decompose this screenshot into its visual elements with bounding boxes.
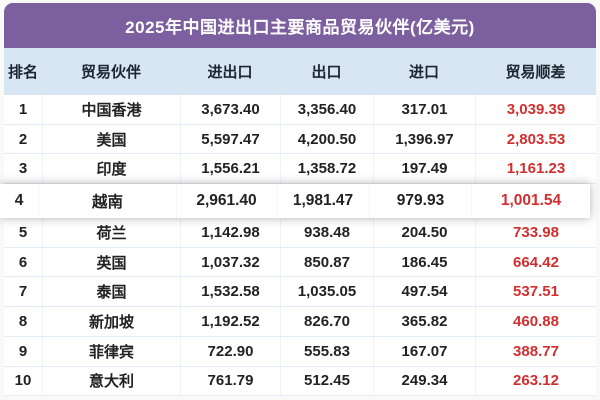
cell-import: 317.01: [373, 95, 475, 124]
cell-rank: 2: [18, 130, 28, 148]
cell-export: 1,035.05: [280, 277, 373, 307]
cell-rank: 8: [18, 312, 28, 330]
table-title: 2025年中国进出口主要商品贸易伙伴(亿美元): [4, 3, 596, 48]
table-row-highlighted: 4 越南 2,961.40 1,981.47 979.93 1,001.54: [0, 184, 590, 219]
cell-rank: 6: [18, 253, 28, 271]
cell-partner: 意大利: [42, 366, 180, 396]
cell-export: 512.45: [280, 366, 373, 396]
table-row: 5 荷兰 1,142.98 938.48 204.50 733.98: [4, 218, 596, 248]
cell-surplus: 664.42: [475, 247, 596, 277]
cell-export: 555.83: [280, 336, 373, 366]
cell-partner: 泰国: [42, 277, 180, 307]
cell-export: 3,356.40: [280, 95, 373, 124]
cell-rank: 5: [18, 223, 28, 241]
cell-export: 1,981.47: [276, 184, 369, 219]
cell-import: 249.34: [373, 366, 475, 396]
cell-total: 5,597.47: [180, 124, 280, 154]
cell-rank: 3: [18, 160, 28, 178]
cell-surplus: 3,039.39: [475, 95, 596, 124]
cell-import: 204.50: [373, 218, 475, 247]
cell-surplus: 537.51: [475, 277, 596, 307]
cell-total: 722.90: [180, 336, 280, 366]
cell-export: 938.48: [280, 218, 373, 247]
table-row: 3 印度 1,556.21 1,358.72 197.49 1,161.23: [4, 154, 596, 185]
cell-export: 1,358.72: [280, 154, 373, 184]
cell-partner: 中国香港: [42, 95, 180, 124]
table-body: 1 中国香港 3,673.40 3,356.40 317.01 3,039.39…: [0, 95, 596, 397]
column-header-partner: 贸易伙伴: [80, 64, 141, 81]
cell-total: 1,037.32: [180, 247, 280, 277]
trade-partners-table-card: 2025年中国进出口主要商品贸易伙伴(亿美元) 排名 贸易伙伴 进出口 出口 进…: [0, 3, 596, 397]
cell-import: 197.49: [373, 154, 475, 184]
cell-surplus: 1,161.23: [475, 154, 596, 184]
column-header-total: 进出口: [207, 64, 253, 81]
cell-import: 497.54: [373, 277, 475, 307]
cell-partner: 越南: [38, 184, 176, 219]
cell-surplus: 460.88: [475, 307, 596, 336]
cell-partner: 荷兰: [42, 218, 180, 247]
cell-import: 1,396.97: [373, 124, 475, 154]
cell-surplus: 388.77: [475, 336, 596, 366]
cell-rank: 10: [14, 372, 32, 390]
column-header-import: 进口: [408, 64, 439, 81]
column-header-export: 出口: [311, 64, 342, 81]
cell-partner: 新加坡: [42, 307, 180, 336]
cell-total: 761.79: [180, 366, 280, 396]
table-row: 10 意大利 761.79 512.45 249.34 263.12: [4, 366, 596, 397]
table-row: 9 菲律宾 722.90 555.83 167.07 388.77: [4, 336, 596, 367]
cell-partner: 英国: [42, 247, 180, 277]
cell-rank: 4: [14, 192, 24, 210]
table-row: 2 美国 5,597.47 4,200.50 1,396.97 2,803.53: [4, 124, 596, 155]
table-row: 1 中国香港 3,673.40 3,356.40 317.01 3,039.39: [4, 95, 596, 125]
table-row: 8 新加坡 1,192.52 826.70 365.82 460.88: [4, 307, 596, 337]
cell-surplus: 733.98: [475, 218, 596, 247]
cell-import: 979.93: [369, 184, 471, 219]
cell-export: 850.87: [280, 247, 373, 277]
cell-total: 1,556.21: [180, 154, 280, 184]
cell-total: 3,673.40: [180, 95, 280, 124]
cell-total: 1,192.52: [180, 307, 280, 336]
cell-import: 167.07: [373, 336, 475, 366]
table-row: 7 泰国 1,532.58 1,035.05 497.54 537.51: [4, 277, 596, 308]
cell-total: 1,142.98: [180, 218, 280, 247]
cell-import: 365.82: [373, 307, 475, 336]
column-header-rank: 排名: [7, 64, 38, 81]
cell-export: 826.70: [280, 307, 373, 336]
cell-rank: 9: [18, 342, 28, 360]
cell-export: 4,200.50: [280, 124, 373, 154]
cell-total: 1,532.58: [180, 277, 280, 307]
cell-surplus: 263.12: [475, 366, 596, 396]
cell-total: 2,961.40: [176, 184, 276, 219]
cell-partner: 美国: [42, 124, 180, 154]
table-row: 6 英国 1,037.32 850.87 186.45 664.42: [4, 247, 596, 278]
cell-surplus: 2,803.53: [475, 124, 596, 154]
cell-surplus: 1,001.54: [471, 184, 590, 219]
cell-partner: 印度: [42, 154, 180, 184]
cell-import: 186.45: [373, 247, 475, 277]
table-header-row: 排名 贸易伙伴 进出口 出口 进口 贸易顺差: [4, 48, 596, 95]
cell-partner: 菲律宾: [42, 336, 180, 366]
cell-rank: 1: [18, 100, 28, 118]
cell-rank: 7: [18, 283, 28, 301]
column-header-surplus: 贸易顺差: [505, 64, 566, 81]
